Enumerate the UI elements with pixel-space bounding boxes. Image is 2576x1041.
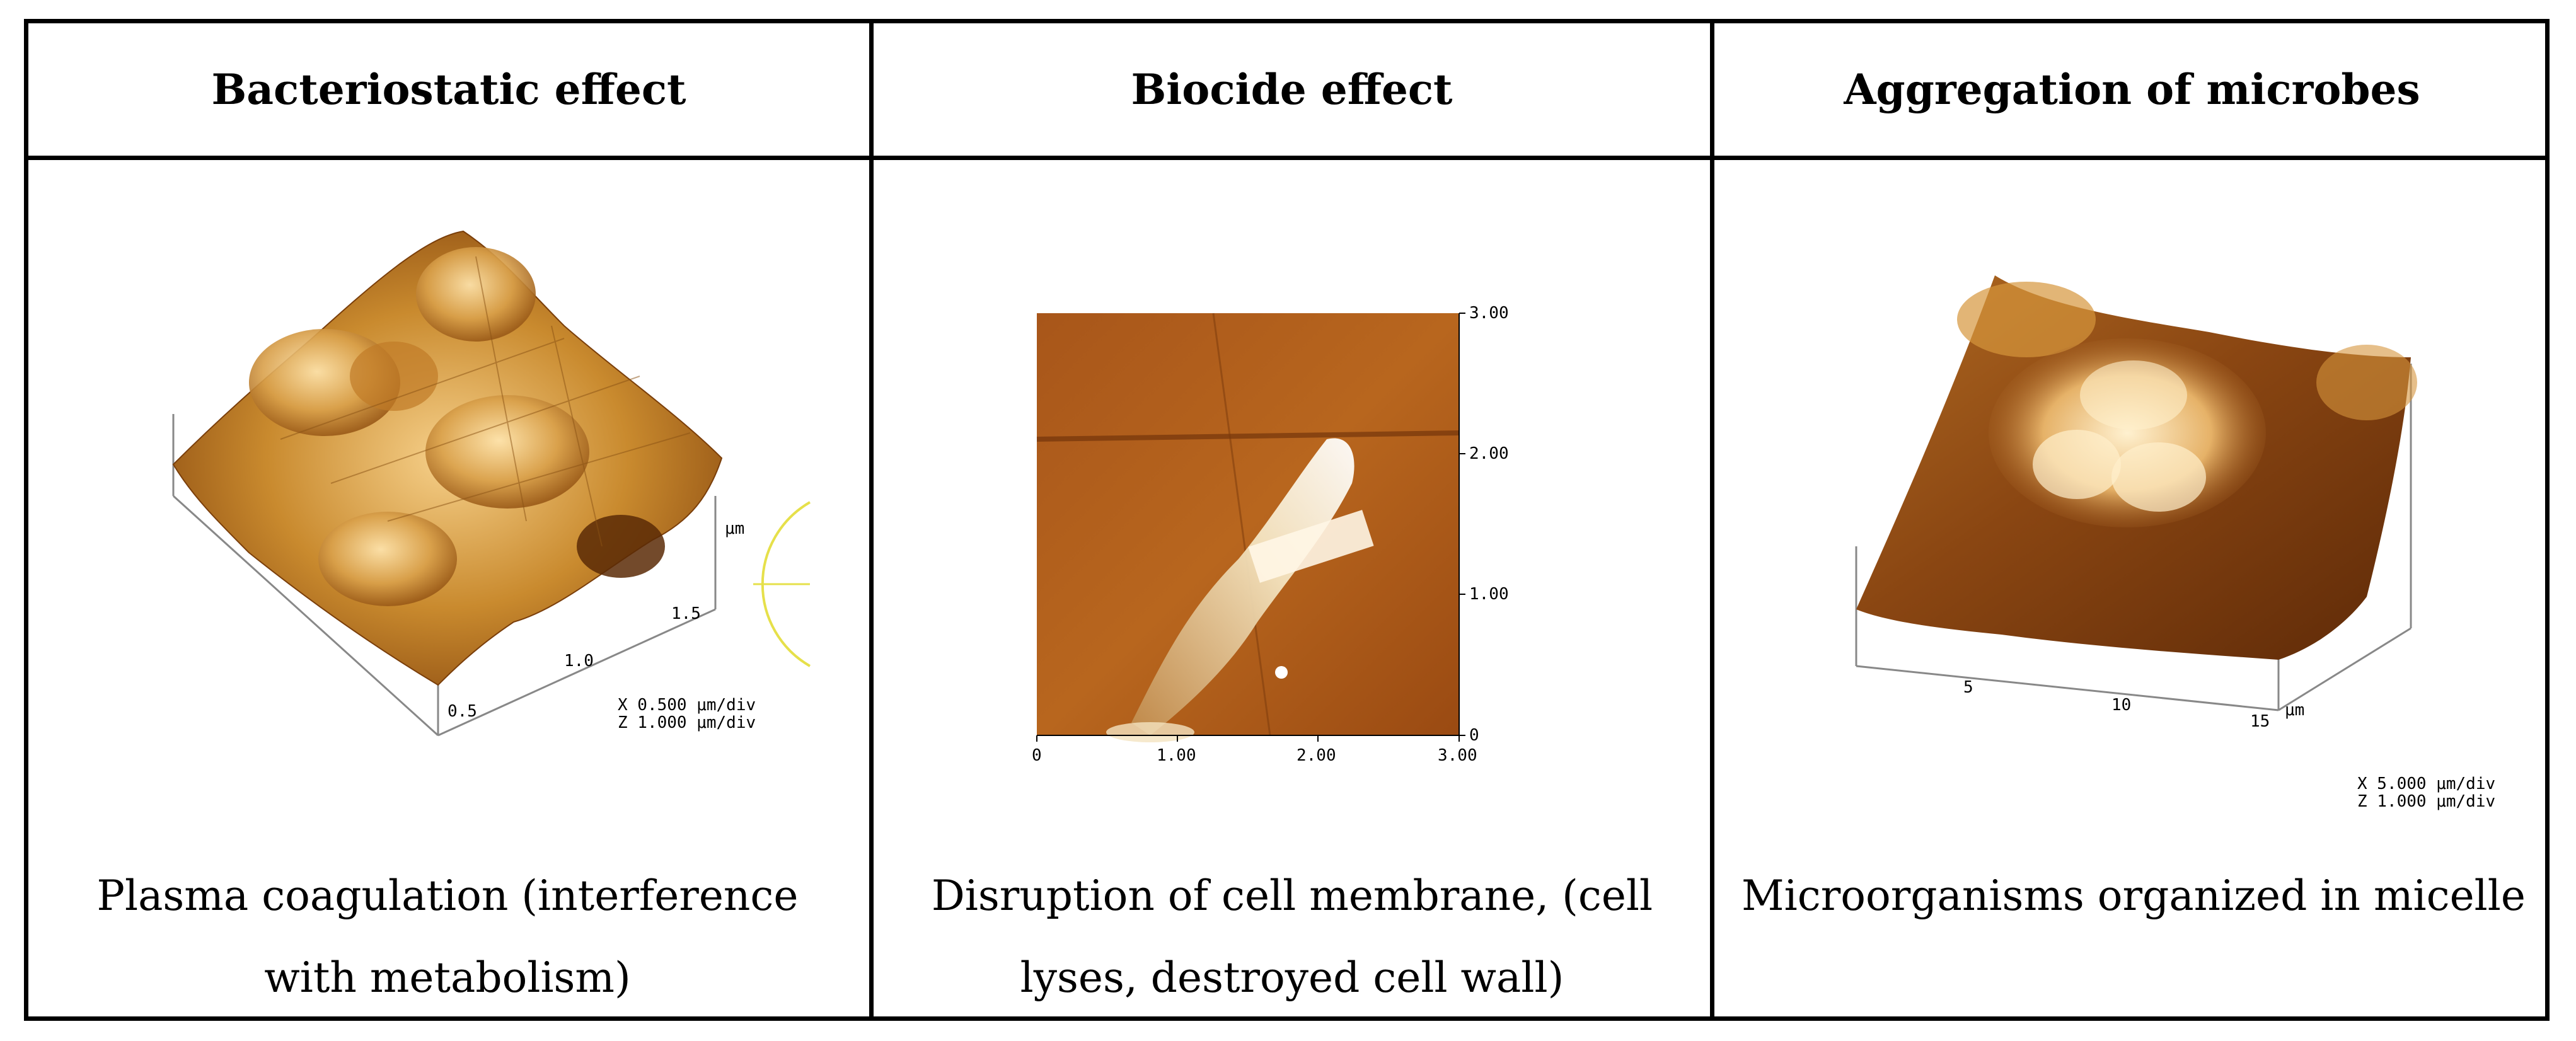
afm3-scale-z: Z 1.000 μm/div xyxy=(2357,792,2495,811)
afm-image-aggregation: 5 10 15 μm X 5.000 μm/div Z 1.000 μm/div xyxy=(1855,275,2495,811)
afm2-ytick-2: 2.00 xyxy=(1469,444,1509,463)
afm1-tick-1: 1.0 xyxy=(564,652,594,670)
afm2-xtick-2: 2.00 xyxy=(1297,746,1336,765)
afm-image-bacteriostatic: 0.5 1.0 1.5 μm X 0.500 μm/div Z 1.000 μm… xyxy=(172,230,811,737)
header-biocide: Biocide effect xyxy=(1131,65,1453,114)
header-bacteriostatic: Bacteriostatic effect xyxy=(211,65,686,114)
comparison-table: Bacteriostatic effect Biocide effect Agg… xyxy=(24,19,2550,1021)
afm3-unit: μm xyxy=(2285,701,2304,720)
afm3-tick-2: 15 xyxy=(2250,712,2270,731)
caption-bacteriostatic: Plasma coagulation (interference with me… xyxy=(96,871,799,1002)
column-divider-1 xyxy=(869,23,874,1016)
caption-aggregation: Microorganisms organized in micelle xyxy=(1741,871,2526,920)
afm1-tick-0: 0.5 xyxy=(448,702,477,721)
afm3-scale-x: X 5.000 μm/div xyxy=(2357,774,2495,793)
afm2-xtick-0: 0 xyxy=(1032,746,1042,765)
afm2-xtick-3: 3.00 xyxy=(1438,746,1477,765)
afm2-ytick-1: 1.00 xyxy=(1469,585,1509,604)
afm2-ytick-3: 3.00 xyxy=(1469,304,1509,323)
afm-image-biocide: 0 1.00 2.00 3.00 0 1.00 2.00 3.00 xyxy=(1032,304,1509,765)
afm2-ytick-0: 0 xyxy=(1469,726,1479,745)
afm3-tick-1: 10 xyxy=(2111,696,2131,715)
column-divider-2 xyxy=(1710,23,1714,1016)
afm2-xtick-1: 1.00 xyxy=(1157,746,1196,765)
header-divider xyxy=(28,156,2545,160)
afm1-scale-x: X 0.500 μm/div xyxy=(618,696,756,715)
afm1-scale-z: Z 1.000 μm/div xyxy=(618,713,756,732)
afm1-unit: μm xyxy=(725,519,744,538)
afm3-tick-0: 5 xyxy=(1963,678,1973,697)
header-aggregation: Aggregation of microbes xyxy=(1844,65,2420,114)
afm1-tick-2: 1.5 xyxy=(671,604,701,623)
caption-biocide: Disruption of cell membrane, (cell lyses… xyxy=(931,871,1653,1002)
